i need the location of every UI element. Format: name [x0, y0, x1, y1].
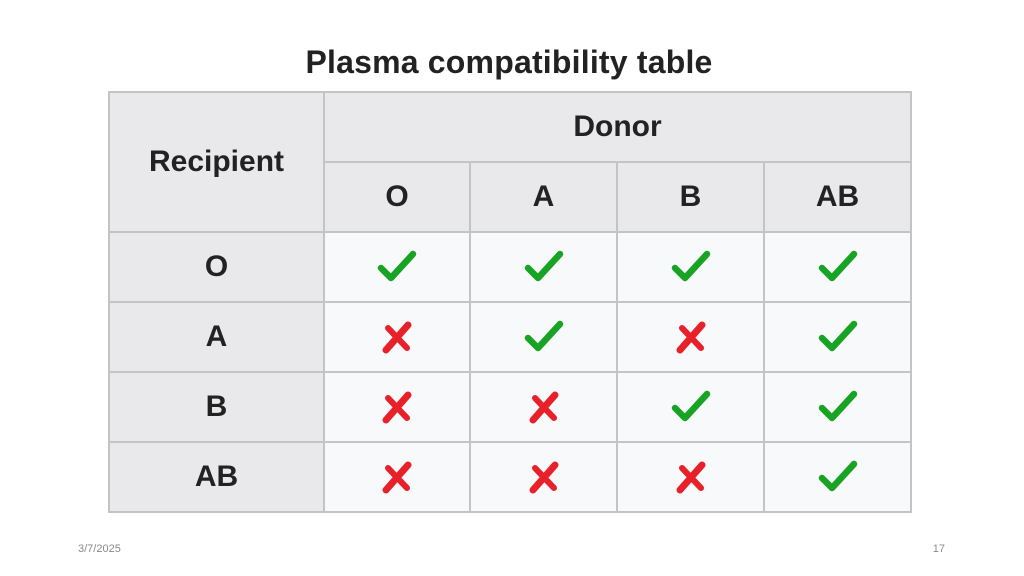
donor-type-o: O	[323, 161, 471, 233]
cross-icon	[377, 387, 417, 427]
compat-cell	[762, 441, 913, 513]
donor-type-a: A	[469, 161, 618, 233]
check-icon	[524, 247, 564, 287]
slide-title: Plasma compatibility table	[305, 44, 713, 80]
table-body: O A B AB	[108, 231, 913, 513]
compat-cell	[762, 231, 913, 303]
slide-page-number: 17	[932, 543, 945, 555]
donor-type-b: B	[616, 161, 765, 233]
compat-cell	[469, 301, 618, 373]
compat-cell	[323, 441, 471, 513]
check-icon	[671, 387, 711, 427]
table-row: A	[108, 301, 913, 373]
check-icon	[671, 247, 711, 287]
compat-cell	[616, 371, 765, 443]
cross-icon	[524, 457, 564, 497]
compat-cell	[469, 231, 618, 303]
cross-icon	[671, 317, 711, 357]
recipient-type-ab: AB	[108, 441, 325, 513]
check-icon	[377, 247, 417, 287]
check-icon	[818, 247, 858, 287]
donor-type-ab: AB	[762, 161, 913, 233]
table-row: B	[108, 371, 913, 443]
compat-cell	[323, 231, 471, 303]
check-icon	[818, 457, 858, 497]
cross-icon	[671, 457, 711, 497]
compat-cell	[616, 231, 765, 303]
cross-icon	[377, 457, 417, 497]
compat-cell	[762, 301, 913, 373]
recipient-type-o: O	[108, 231, 325, 303]
recipient-type-b: B	[108, 371, 325, 443]
check-icon	[818, 387, 858, 427]
recipient-header: Recipient	[108, 91, 325, 233]
plasma-compatibility-table: Recipient Donor O A B AB O A B AB	[108, 91, 913, 513]
compat-cell	[469, 441, 618, 513]
compat-cell	[323, 301, 471, 373]
cross-icon	[524, 387, 564, 427]
slide-date: 3/7/2025	[78, 543, 121, 555]
compat-cell	[616, 441, 765, 513]
cross-icon	[377, 317, 417, 357]
check-icon	[818, 317, 858, 357]
compat-cell	[762, 371, 913, 443]
compat-cell	[616, 301, 765, 373]
check-icon	[524, 317, 564, 357]
donor-header: Donor	[322, 91, 913, 163]
table-row: AB	[108, 441, 913, 513]
compat-cell	[323, 371, 471, 443]
compat-cell	[469, 371, 618, 443]
recipient-type-a: A	[108, 301, 325, 373]
table-row: O	[108, 231, 913, 303]
